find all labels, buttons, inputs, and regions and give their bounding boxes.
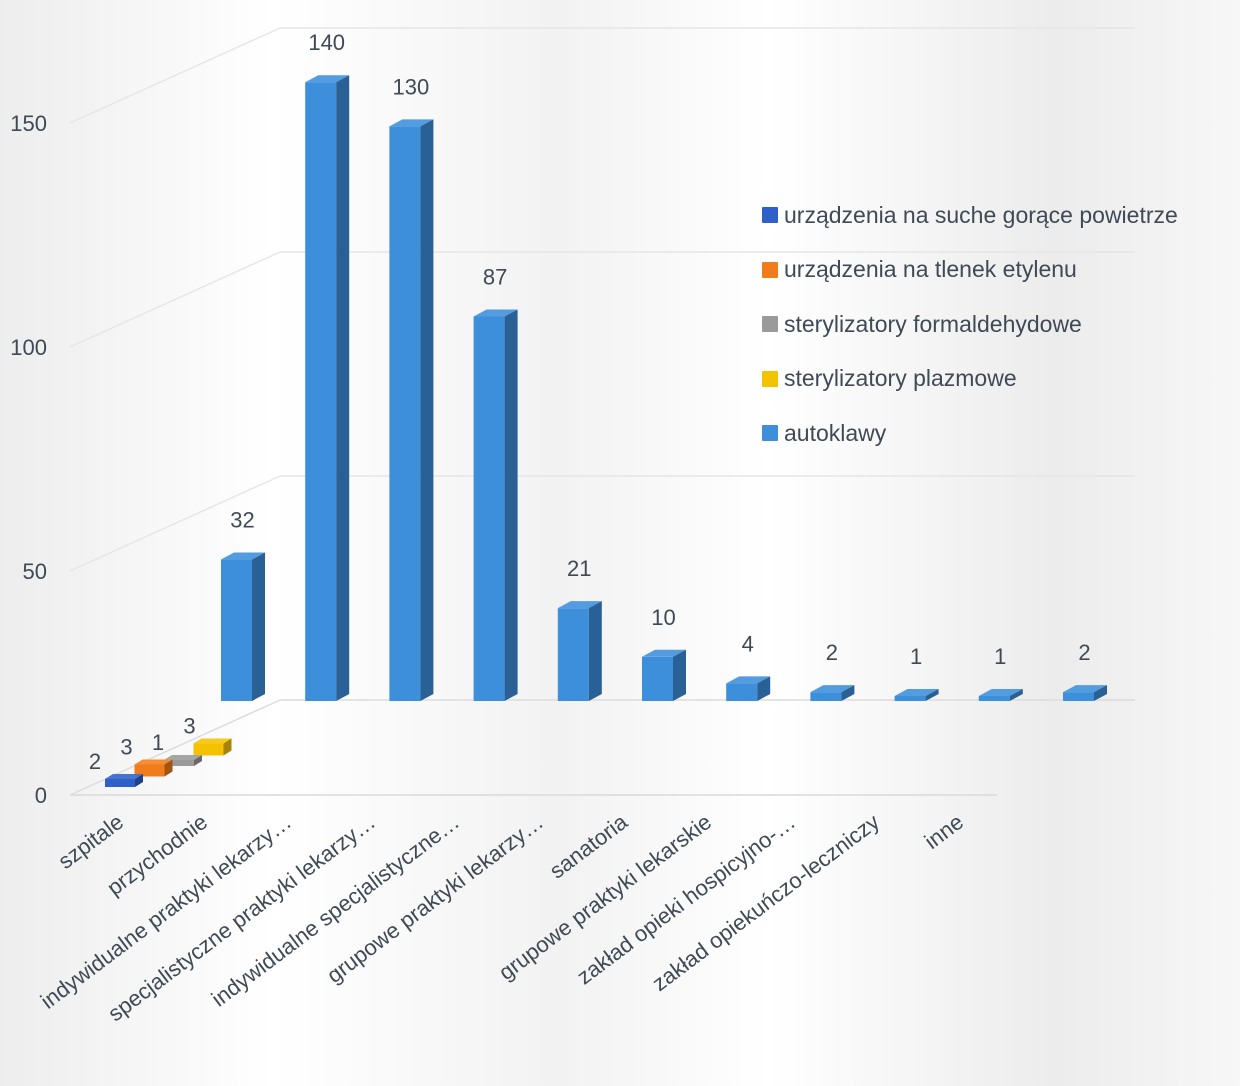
- legend: urządzenia na suche gorące powietrze urzą…: [762, 188, 1178, 461]
- y-tick-label: 50: [23, 559, 47, 584]
- data-label: 1: [910, 644, 922, 669]
- x-tick-label: szpitale: [53, 809, 128, 874]
- y-axis-ticks: 0 50 100 150: [10, 111, 47, 808]
- data-label: 130: [393, 74, 430, 99]
- data-label: 1: [994, 644, 1006, 669]
- legend-label: autoklawy: [784, 419, 887, 446]
- legend-swatch: [762, 425, 778, 442]
- data-label: 87: [483, 264, 507, 289]
- data-label: 21: [567, 556, 591, 581]
- legend-item: urządzenia na suche gorące powietrze: [762, 188, 1178, 243]
- bar-autoklawy: [305, 75, 350, 701]
- data-label: 32: [230, 508, 254, 533]
- legend-item: urządzenia na tlenek etylenu: [762, 243, 1178, 298]
- data-label: 4: [742, 631, 754, 656]
- legend-label: sterylizatory formaldehydowe: [784, 310, 1082, 337]
- bar-autoklawy: [894, 689, 939, 701]
- legend-swatch: [762, 207, 778, 224]
- bar-autoklawy: [389, 119, 434, 701]
- data-label: 2: [1078, 640, 1090, 665]
- data-label: 1: [152, 730, 164, 755]
- data-label: 10: [651, 605, 675, 630]
- legend-label: urządzenia na suche gorące powietrze: [784, 201, 1178, 228]
- data-label: 140: [308, 30, 345, 55]
- legend-swatch: [762, 261, 778, 278]
- data-label: 3: [183, 714, 195, 739]
- x-tick-label: inne: [920, 809, 968, 854]
- data-label: 2: [89, 749, 101, 774]
- y-tick-label: 150: [10, 111, 47, 136]
- legend-swatch: [762, 316, 778, 333]
- y-tick-label: 0: [35, 783, 47, 808]
- gridline-depth: [69, 251, 281, 348]
- gridline-depth: [69, 27, 281, 124]
- legend-swatch: [762, 370, 778, 387]
- bar-urządzenia-na-suche-gorące-powietrze: [105, 774, 143, 787]
- bar-sterylizatory-formaldehydowe: [164, 755, 202, 766]
- legend-label: sterylizatory plazmowe: [784, 365, 1017, 392]
- legend-item: sterylizatory plazmowe: [762, 352, 1178, 407]
- data-label: 3: [120, 735, 132, 760]
- bars: [105, 75, 1107, 787]
- bar-autoklawy: [221, 552, 265, 701]
- legend-item: autoklawy: [762, 406, 1178, 461]
- bar-autoklawy: [810, 685, 855, 701]
- bar-sterylizatory-plazmowe: [193, 738, 232, 756]
- legend-label: urządzenia na tlenek etylenu: [784, 256, 1077, 283]
- legend-item: sterylizatory formaldehydowe: [762, 297, 1178, 352]
- bar-autoklawy: [1063, 685, 1107, 701]
- bar-autoklawy: [557, 601, 602, 701]
- data-label: 2: [826, 640, 838, 665]
- bar-autoklawy: [642, 649, 686, 701]
- bar-autoklawy: [473, 309, 518, 701]
- bar-urządzenia-na-tlenek-etylenu: [134, 759, 173, 777]
- gridline-depth: [69, 699, 281, 796]
- y-tick-label: 100: [10, 335, 47, 360]
- bar-autoklawy: [978, 689, 1023, 701]
- bar-autoklawy: [726, 676, 771, 701]
- gridline-depth: [69, 475, 281, 572]
